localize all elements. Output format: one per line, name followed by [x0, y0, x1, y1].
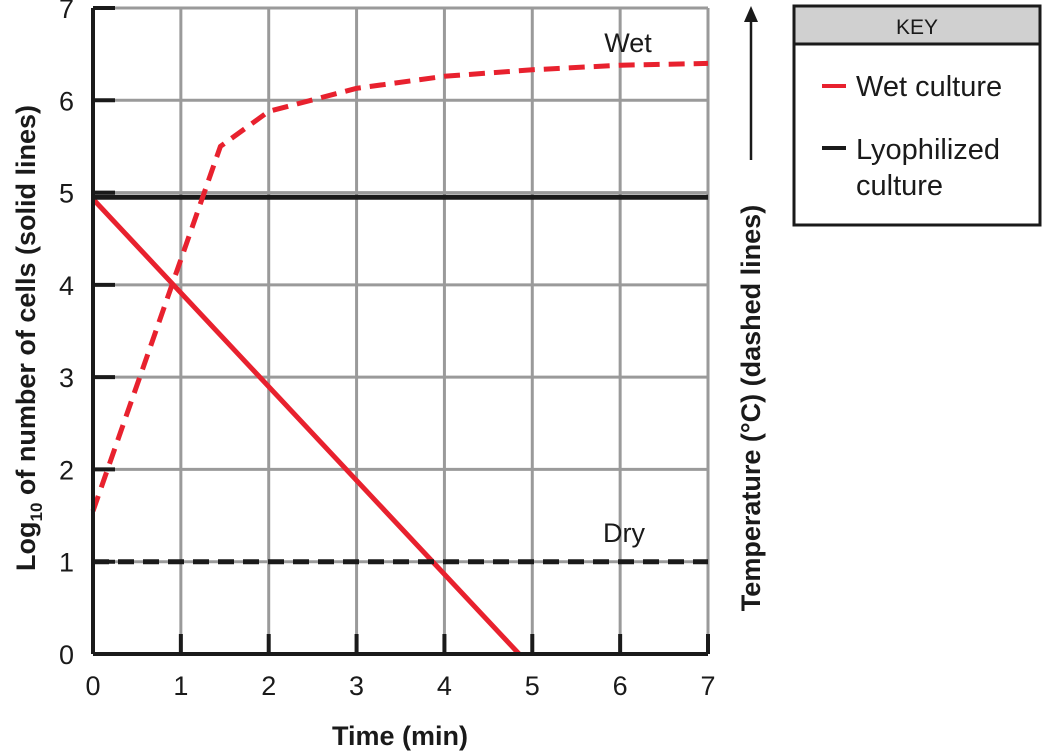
y-axis-left-title: Log10 of number of cells (solid lines): [11, 105, 46, 571]
y-axis-left-title-subscript: 10: [27, 503, 46, 522]
series-wet-culture-temperature-line: [90, 60, 709, 512]
axes: [91, 6, 710, 656]
x-tick-label-0: 0: [85, 671, 100, 701]
annotation-dry: Dry: [603, 518, 645, 548]
x-tick-label-2: 2: [261, 671, 276, 701]
x-axis-title: Time (min): [332, 721, 468, 751]
y-tick-label-4: 4: [59, 271, 74, 301]
y-tick-label-2: 2: [59, 455, 74, 485]
y-axis-right-title: Temperature (°C) (dashed lines): [736, 205, 766, 611]
x-tick-label-7: 7: [700, 671, 715, 701]
x-tick-label-5: 5: [525, 671, 540, 701]
x-tick-label-4: 4: [437, 671, 452, 701]
y-tick-label-1: 1: [59, 548, 74, 578]
tick-labels: 0 1 2 3 4 5 6 7 0 1 2 3 4 5 6 7: [59, 0, 716, 701]
series-wet-culture-cells-line: [91, 197, 521, 656]
x-tick-label-3: 3: [349, 671, 364, 701]
legend-title: KEY: [896, 16, 938, 39]
annotation-wet: Wet: [604, 28, 652, 58]
y-axis-left-title-prefix: Log: [11, 522, 41, 571]
y-axis-left-title-suffix: of number of cells (solid lines): [11, 105, 41, 503]
legend-label-lyophilized: Lyophilized: [856, 134, 1000, 166]
y-tick-label-6: 6: [59, 86, 74, 116]
legend-header: [795, 7, 1039, 44]
y-axis-right-arrow: [744, 6, 758, 160]
y-tick-label-3: 3: [59, 363, 74, 393]
legend-label-wet-culture: Wet culture: [856, 71, 1002, 103]
grid: [93, 6, 710, 654]
legend: KEY Wet culture Lyophilized culture: [792, 4, 1042, 227]
legend-label-lyophilized-line2: culture: [856, 170, 943, 202]
series-layer: [90, 60, 709, 656]
x-tick-label-1: 1: [173, 671, 188, 701]
y-tick-label-7: 7: [59, 0, 74, 24]
y-axis-right-arrow-head: [744, 6, 758, 22]
y-tick-label-0: 0: [59, 640, 74, 670]
y-tick-label-5: 5: [59, 179, 74, 209]
x-tick-label-6: 6: [613, 671, 628, 701]
